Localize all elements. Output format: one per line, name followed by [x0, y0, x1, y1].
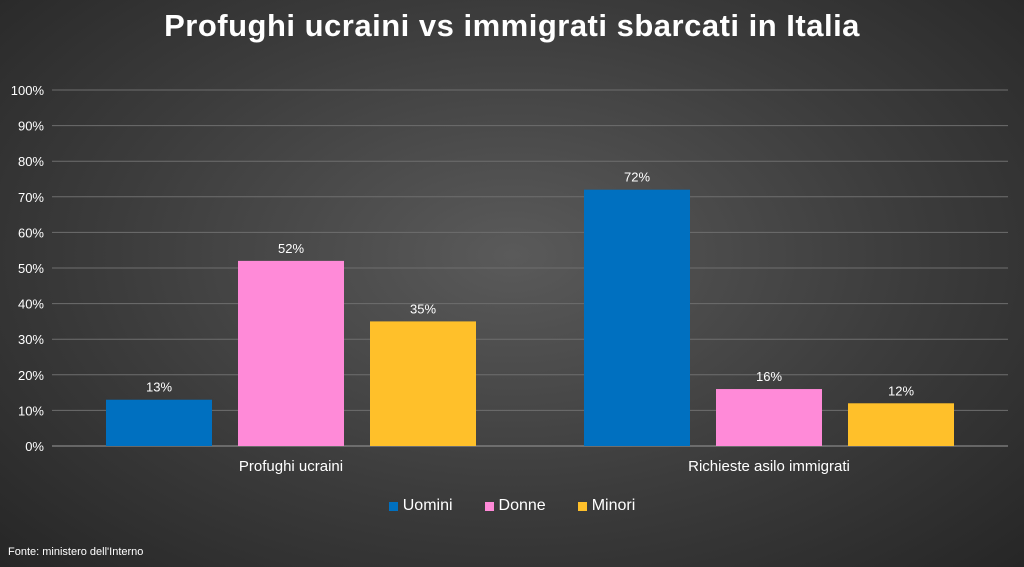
y-tick-label: 0% [25, 439, 44, 454]
bar-uomini [106, 399, 212, 446]
data-label: 12% [888, 383, 914, 398]
legend-label: Donne [498, 497, 546, 514]
y-tick-label: 60% [18, 225, 44, 240]
legend-swatch [388, 501, 398, 511]
data-label: 52% [278, 241, 304, 256]
bar-minori [370, 321, 476, 446]
data-label: 16% [756, 369, 782, 384]
legend-item: Donne [484, 497, 546, 515]
chart-legend: Uomini Donne Minori [0, 497, 1024, 515]
data-label: 35% [410, 301, 436, 316]
bar-minori [848, 403, 954, 446]
legend-item: Minori [577, 497, 636, 515]
y-tick-label: 80% [18, 154, 44, 169]
legend-swatch [577, 501, 587, 511]
legend-label: Minori [591, 497, 636, 514]
legend-swatch [484, 501, 494, 511]
source-note: Fonte: ministero dell'Interno [8, 546, 144, 558]
data-label: 72% [624, 170, 650, 185]
data-label: 13% [146, 380, 172, 395]
y-tick-label: 40% [18, 297, 44, 312]
x-category-label: Richieste asilo immigrati [688, 458, 850, 475]
y-tick-label: 70% [18, 190, 44, 205]
bar-chart: 0% 10% 20% 30% 40% 50% 60% 70% 80% 90% 100% 13% 52% 3… [11, 83, 1008, 475]
chart-title: Profughi ucraini vs immigrati sbarcati i… [164, 8, 860, 43]
bar-donne [238, 260, 344, 446]
y-tick-label: 50% [18, 261, 44, 276]
y-tick-label: 100% [11, 83, 45, 98]
y-tick-label: 20% [18, 368, 44, 383]
legend-item: Uomini [388, 497, 453, 515]
legend-label: Uomini [402, 497, 453, 514]
y-tick-label: 30% [18, 332, 44, 347]
bar-donne [716, 389, 822, 446]
bar-uomini [584, 189, 690, 446]
y-tick-label: 90% [18, 119, 44, 134]
x-category-label: Profughi ucraini [239, 458, 343, 475]
y-tick-label: 10% [18, 403, 44, 418]
